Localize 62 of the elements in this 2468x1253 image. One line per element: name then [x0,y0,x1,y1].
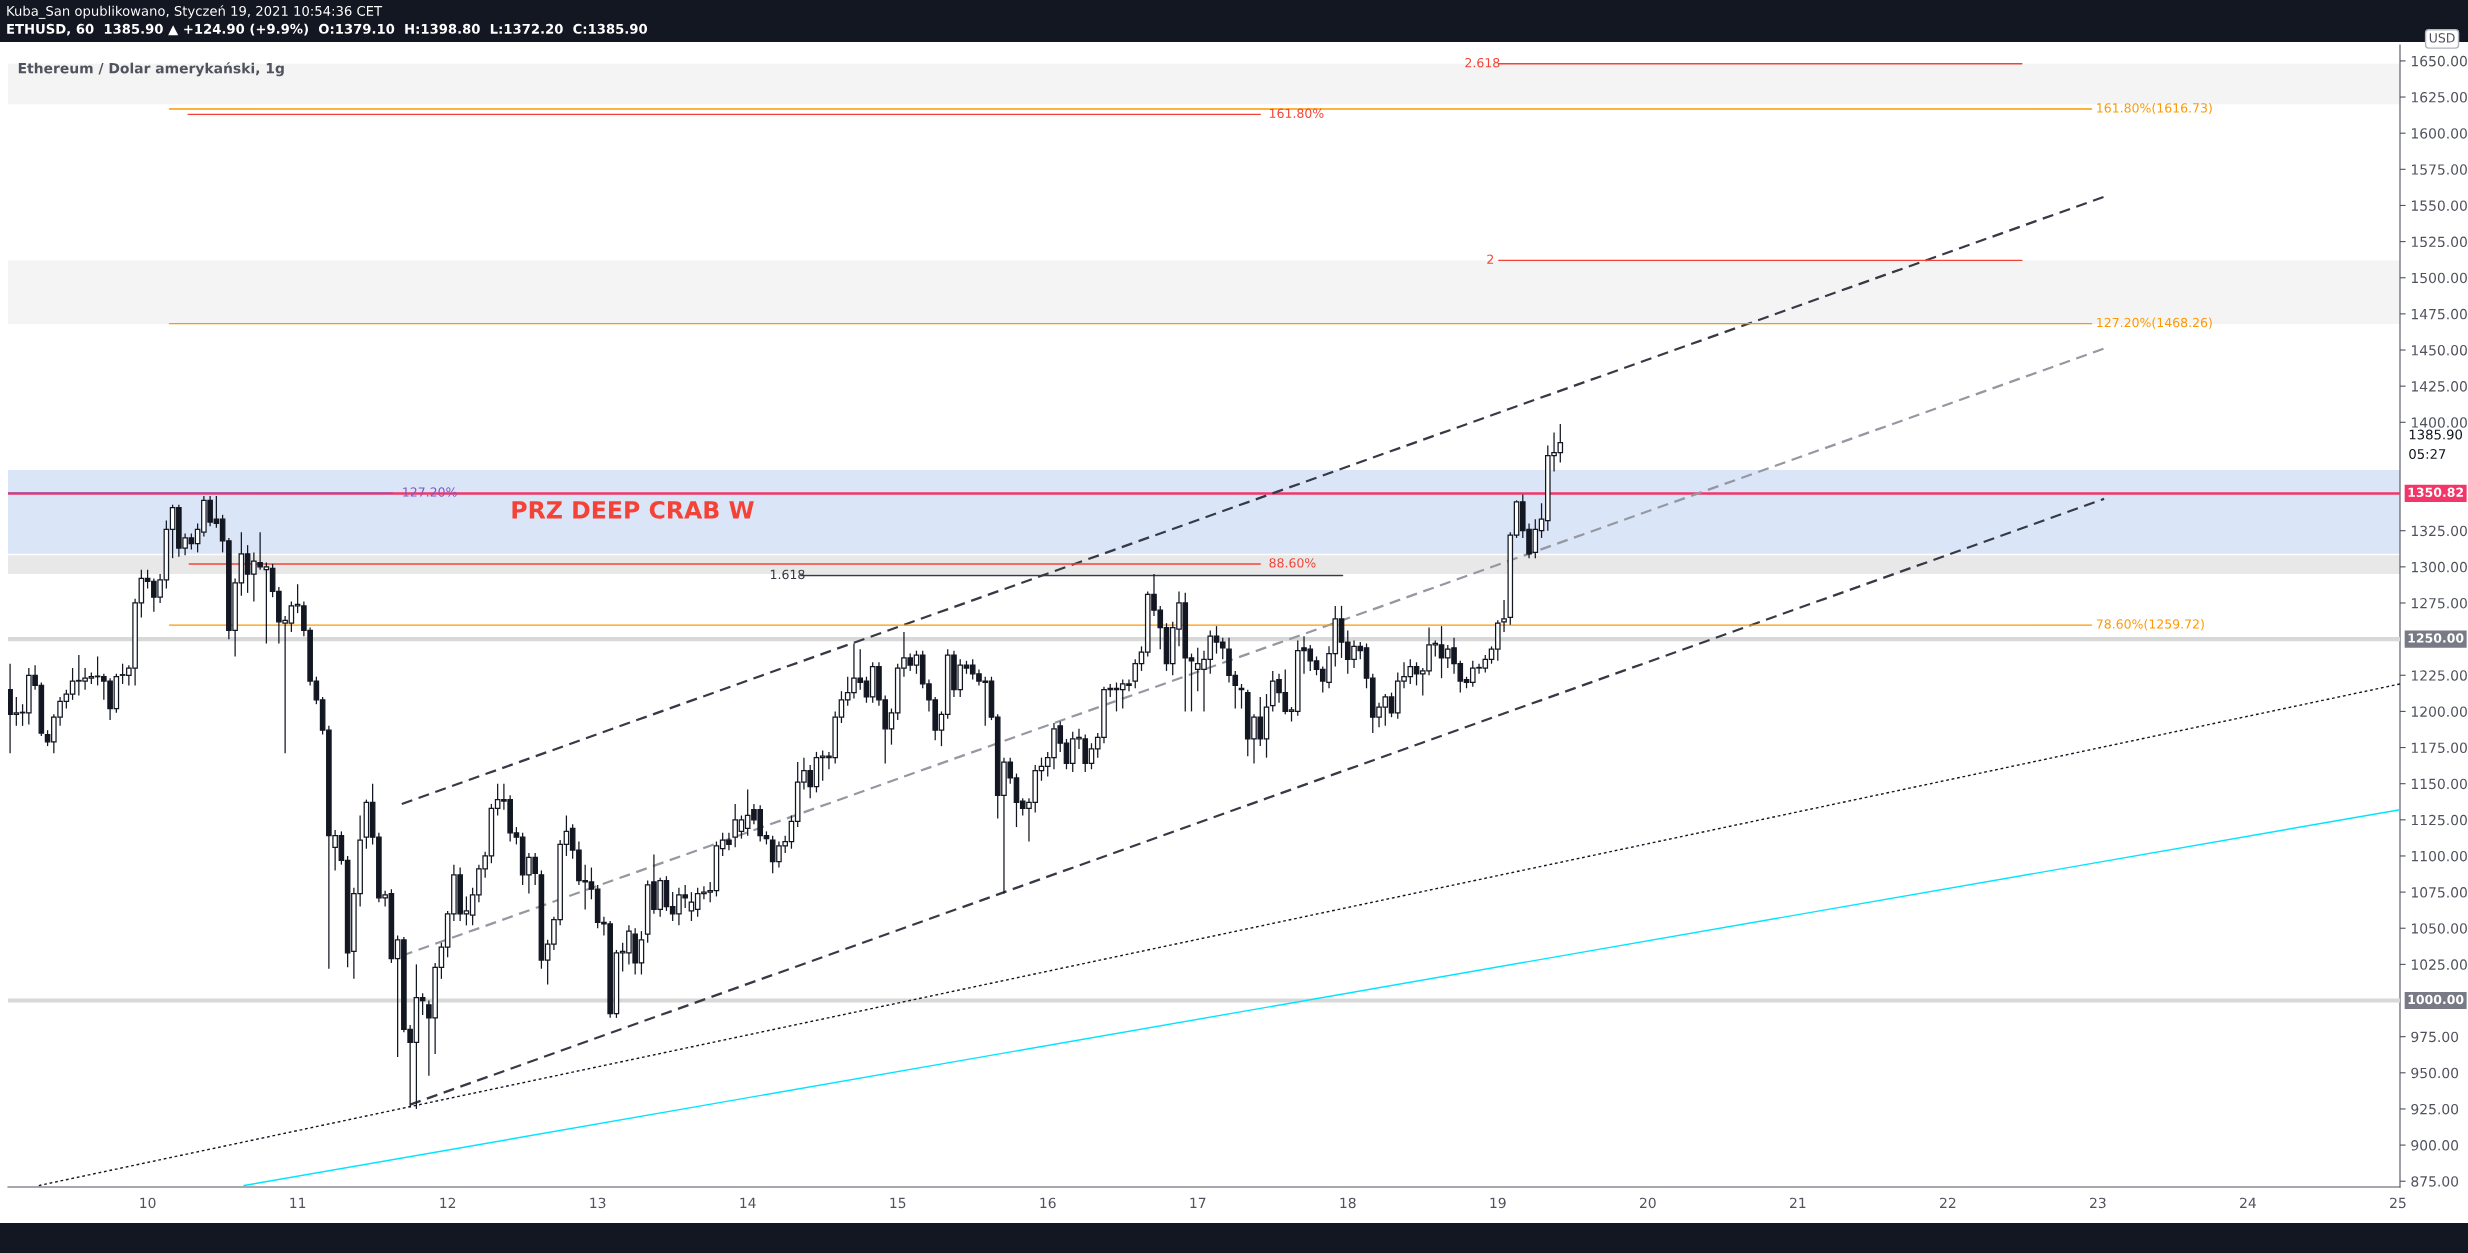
x-tick-label: 20 [1639,1197,1656,1209]
y-tick-label: 1025.00 [2411,959,2467,970]
y-tick-label: 1525.00 [2411,236,2467,248]
x-tick-label: 18 [1340,1197,1356,1209]
text: 1385.90 [2409,429,2463,440]
y-tick-label: 1625.00 [2411,92,2467,103]
x-tick-label: 13 [590,1197,606,1209]
annotation: 78.60%(1259.72) [2096,619,2204,631]
x-tick-label: 21 [1790,1197,1806,1208]
x-tick-label: 16 [1040,1197,1056,1209]
y-tick-label: 1650.00 [2411,55,2467,67]
y-tick-label: 900.00 [2411,1140,2459,1151]
y-tick-label: 1225.00 [2411,670,2467,681]
annotation: PRZ DEEP CRAB W [512,500,754,519]
y-tick-label: 975.00 [2411,1031,2459,1043]
x-tick-label: 19 [1490,1197,1506,1209]
text: 05:27 [2409,449,2446,459]
annotation: 1.618 [770,569,805,580]
chart-title: Kuba_San opublikowano, Styczeń 19, 2021 10:54:36 CET [7,5,383,19]
x-tick-label: 11 [290,1197,306,1208]
y-tick-label: 1325.00 [2411,525,2467,537]
y-tick-label: 1400.00 [2411,417,2467,428]
y-tick-label: 1175.00 [2411,742,2467,754]
x-tick-label: 15 [890,1197,906,1209]
y-tick-label: 1275.00 [2411,597,2467,609]
y-tick-label: 1425.00 [2411,381,2467,392]
y-tick-label: 1550.00 [2411,200,2467,211]
annotation: Ethereum / Dolar amerykański, 1g [18,62,284,77]
x-tick-label: 24 [2240,1197,2256,1208]
ref-line-label: 1250.00 [2408,633,2464,643]
y-tick-label: 1125.00 [2411,814,2467,826]
y-tick-label: 875.00 [2411,1176,2459,1187]
y-tick-label: 1100.00 [2411,850,2467,862]
x-tick-label: 10 [140,1197,156,1209]
x-tick-label: 22 [1940,1197,1956,1208]
y-tick-label: 1150.00 [2411,778,2467,790]
y-tick-label: 950.00 [2411,1067,2459,1079]
x-tick-label: 12 [440,1197,456,1208]
y-tick-label: 1475.00 [2411,308,2467,320]
annotation: 2 [1487,254,1494,264]
y-tick-label: 1600.00 [2411,128,2467,139]
y-tick-label: 1300.00 [2411,561,2467,573]
y-tick-label: 1575.00 [2411,164,2467,175]
y-axis-title: USD [2429,33,2455,43]
annotation: 127.20%(1468.26) [2097,317,2212,329]
y-tick-label: 1200.00 [2411,706,2467,717]
x-tick-label: 23 [2090,1197,2106,1209]
chart-subtitle: ETHUSD, 60 1385.90 ▲ +124.90 (+9.9%) O:1379.10 H:1398.80 L:1372.20 C:1385.90 [7,23,648,36]
ref-line-label: 1000.00 [2408,994,2464,1005]
annotation: 2.618 [1465,57,1500,68]
x-tick-label: 17 [1190,1197,1206,1208]
annotation: 161.80%(1616.73) [2097,102,2212,115]
ref-line-label: 1350.82 [2408,487,2464,498]
y-tick-label: 1050.00 [2411,923,2467,934]
y-tick-label: 1075.00 [2411,887,2467,898]
y-tick-label: 925.00 [2411,1103,2459,1115]
x-tick-label: 14 [740,1197,756,1208]
x-tick-label: 25 [2390,1197,2406,1209]
y-tick-label: 1450.00 [2411,344,2467,356]
annotation: 88.60% [1269,558,1316,568]
annotation: 161.80% [1269,108,1324,119]
y-tick-label: 1500.00 [2411,272,2467,284]
